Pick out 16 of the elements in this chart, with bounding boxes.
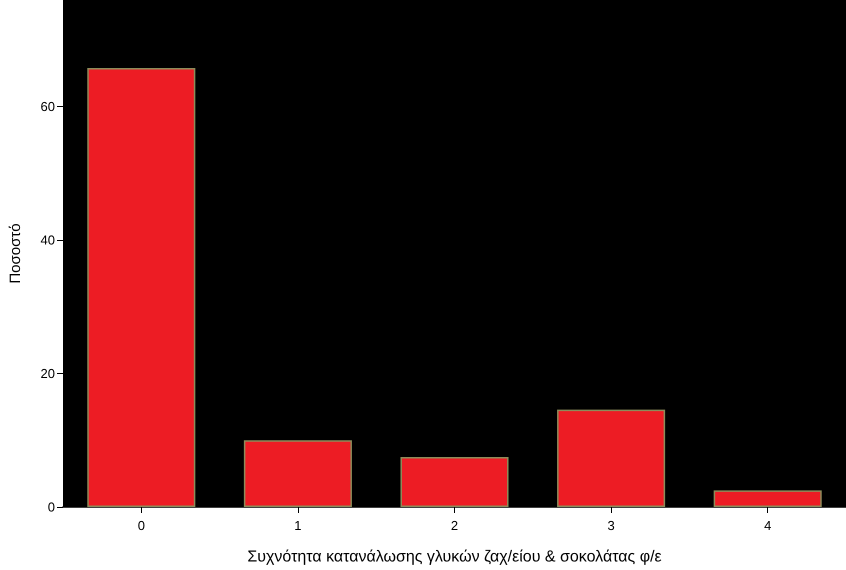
x-tick-label: 1 xyxy=(294,518,302,533)
y-tick-label: 40 xyxy=(40,232,55,248)
y-tick-label: 20 xyxy=(40,366,55,382)
bar xyxy=(87,68,196,507)
y-tick-label: 60 xyxy=(40,99,55,114)
x-tick-label: 3 xyxy=(607,518,615,533)
y-axis-title: Ποσοστό xyxy=(7,223,24,284)
bar xyxy=(557,410,666,507)
x-axis-title: Συχνότητα κατανάλωσης γλυκών ζαχ/είου & σοκολάτας φ/ε xyxy=(247,548,662,566)
bar xyxy=(714,490,822,507)
x-tick-label: 0 xyxy=(138,518,145,533)
bar xyxy=(400,456,509,507)
y-tick-label: 0 xyxy=(48,500,55,514)
bar xyxy=(244,440,352,507)
x-tick-label: 4 xyxy=(764,518,772,533)
x-tick-label: 2 xyxy=(450,518,458,533)
